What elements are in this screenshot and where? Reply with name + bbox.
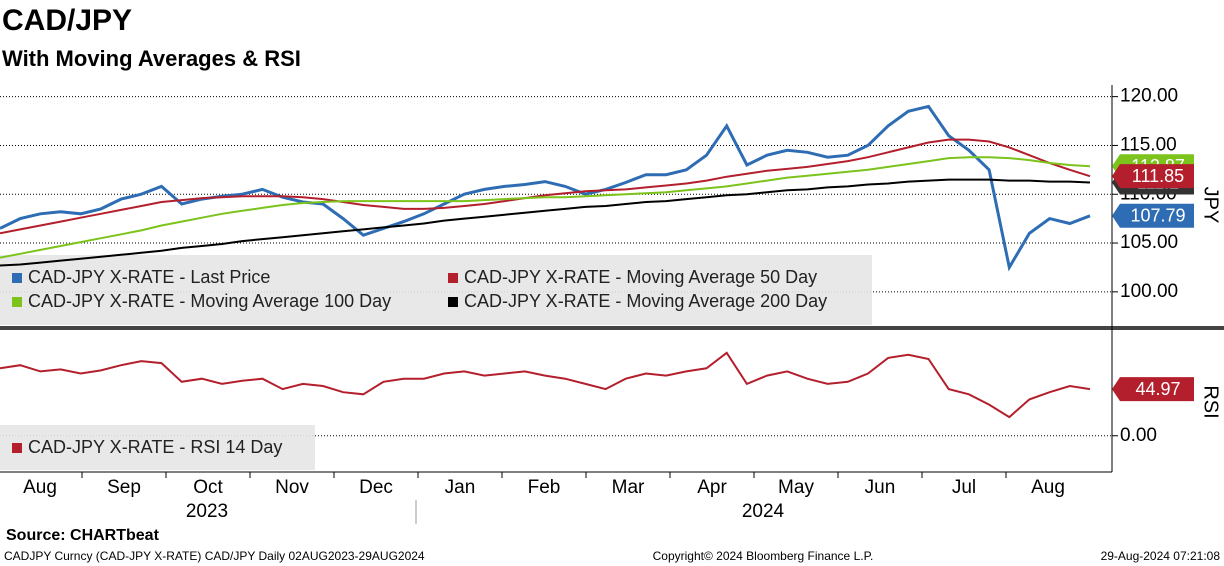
value-tag-label: 44.97 bbox=[1135, 379, 1180, 399]
x-tick-label: Mar bbox=[612, 477, 645, 498]
title: CAD/JPY bbox=[2, 4, 132, 37]
year-label: 2023 bbox=[186, 501, 228, 522]
panel-divider bbox=[0, 326, 1224, 330]
x-tick-label: Jan bbox=[445, 477, 476, 498]
series-line bbox=[0, 104, 1091, 272]
x-tick-label: Dec bbox=[359, 477, 393, 498]
y-tick-label: 0.00 bbox=[1120, 425, 1157, 446]
ticker-info: CADJPY Curncy (CAD-JPY X-RATE) CAD/JPY D… bbox=[4, 549, 425, 563]
y-axis-label: JPY bbox=[1200, 187, 1222, 224]
x-tick-label: Nov bbox=[275, 477, 309, 498]
x-tick-label: Sep bbox=[107, 477, 141, 498]
y-tick-label: 115.00 bbox=[1120, 134, 1177, 155]
y-tick-label: 120.00 bbox=[1120, 86, 1178, 107]
series-line bbox=[0, 156, 1091, 259]
x-tick-label: Jun bbox=[865, 477, 896, 498]
series-line bbox=[0, 138, 1091, 235]
legend-label: CAD-JPY X-RATE - Moving Average 50 Day bbox=[464, 267, 817, 287]
value-tag bbox=[1112, 377, 1194, 402]
value-tag bbox=[1112, 203, 1194, 228]
x-tick-label: Apr bbox=[697, 477, 727, 498]
y-tick-label: 100.00 bbox=[1120, 281, 1178, 302]
legend-swatch bbox=[448, 297, 458, 307]
y-axis-label: RSI bbox=[1200, 385, 1222, 418]
x-tick-label: Aug bbox=[1031, 477, 1065, 498]
value-tag-label: 111.85 bbox=[1132, 166, 1184, 186]
series-line bbox=[0, 351, 1091, 419]
subtitle: With Moving Averages & RSI bbox=[2, 46, 301, 71]
series-line bbox=[0, 178, 1091, 267]
legend-label: CAD-JPY X-RATE - RSI 14 Day bbox=[28, 437, 282, 457]
legend-swatch bbox=[448, 273, 458, 283]
x-tick-label: Feb bbox=[528, 477, 561, 498]
year-label: 2024 bbox=[742, 501, 785, 522]
value-tag-label: 107.79 bbox=[1130, 206, 1185, 226]
legend-box bbox=[0, 425, 315, 470]
x-tick-label: May bbox=[778, 477, 814, 498]
legend-swatch bbox=[12, 443, 22, 453]
y-tick-label: 105.00 bbox=[1120, 232, 1178, 253]
x-tick-label: Aug bbox=[23, 477, 57, 498]
x-tick-label: Oct bbox=[193, 477, 223, 498]
copyright: Copyright© 2024 Bloomberg Finance L.P. bbox=[653, 549, 874, 563]
x-tick-label: Jul bbox=[952, 477, 976, 498]
legend-label: CAD-JPY X-RATE - Moving Average 100 Day bbox=[28, 291, 391, 311]
timestamp: 29-Aug-2024 07:21:08 bbox=[1101, 549, 1221, 563]
legend-swatch bbox=[12, 273, 22, 283]
legend-swatch bbox=[12, 297, 22, 307]
source: Source: CHARTbeat bbox=[6, 527, 160, 544]
legend-label: CAD-JPY X-RATE - Moving Average 200 Day bbox=[464, 291, 827, 311]
value-tag bbox=[1112, 164, 1194, 189]
legend-label: CAD-JPY X-RATE - Last Price bbox=[28, 267, 270, 287]
legend-box bbox=[0, 255, 872, 325]
